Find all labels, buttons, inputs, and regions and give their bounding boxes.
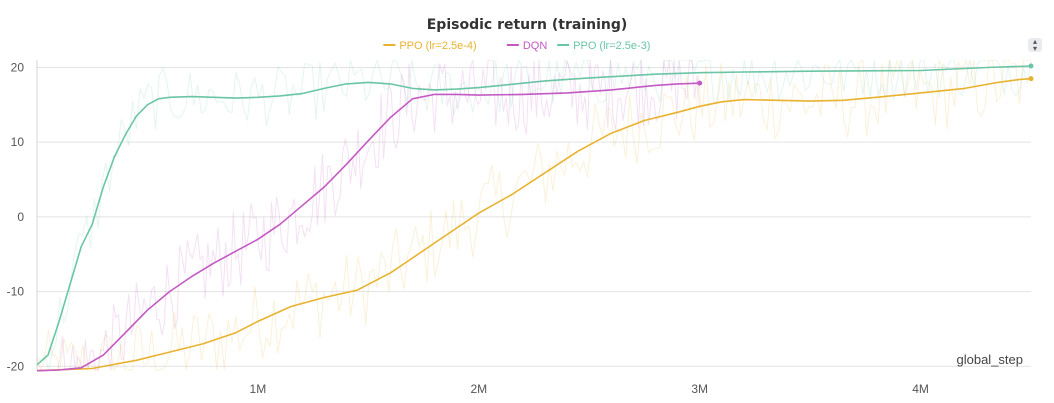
- x-tick-label: 4M: [912, 382, 929, 396]
- y-tick-label: -10: [7, 285, 25, 299]
- x-axis-label: global_step: [957, 352, 1024, 367]
- series-end-point: [1028, 63, 1034, 69]
- chart-title: Episodic return (training): [427, 17, 628, 33]
- y-tick-label: -20: [7, 359, 25, 373]
- legend-label: PPO (lr=2.5e-4): [399, 40, 476, 52]
- legend-item[interactable]: PPO (lr=2.5e-3): [557, 40, 650, 52]
- y-tick-label: 0: [17, 210, 24, 224]
- series-end-point: [1028, 76, 1034, 82]
- legend-item[interactable]: DQN: [506, 40, 548, 52]
- x-tick-label: 3M: [691, 382, 708, 396]
- x-tick-label: 1M: [250, 382, 267, 396]
- legend-label: PPO (lr=2.5e-3): [573, 40, 650, 52]
- series-line: [36, 65, 1032, 366]
- series-line: [36, 77, 1032, 372]
- y-tick-label: 20: [11, 60, 25, 74]
- legend-label: DQN: [523, 40, 548, 52]
- series-group: [36, 80, 703, 372]
- series-end-point: [697, 80, 703, 86]
- raw-series-noise: [37, 60, 701, 371]
- series-group: [36, 63, 1034, 366]
- chart-menu-button[interactable]: ▴ ▾: [1028, 38, 1042, 53]
- raw-series-noise: [37, 60, 1031, 372]
- raw-series-noise: [37, 60, 1032, 371]
- y-tick-label: 10: [11, 135, 25, 149]
- series-line: [36, 82, 700, 372]
- x-tick-label: 2M: [470, 382, 487, 396]
- series-group: [36, 76, 1034, 372]
- legend-item[interactable]: PPO (lr=2.5e-4): [383, 40, 477, 52]
